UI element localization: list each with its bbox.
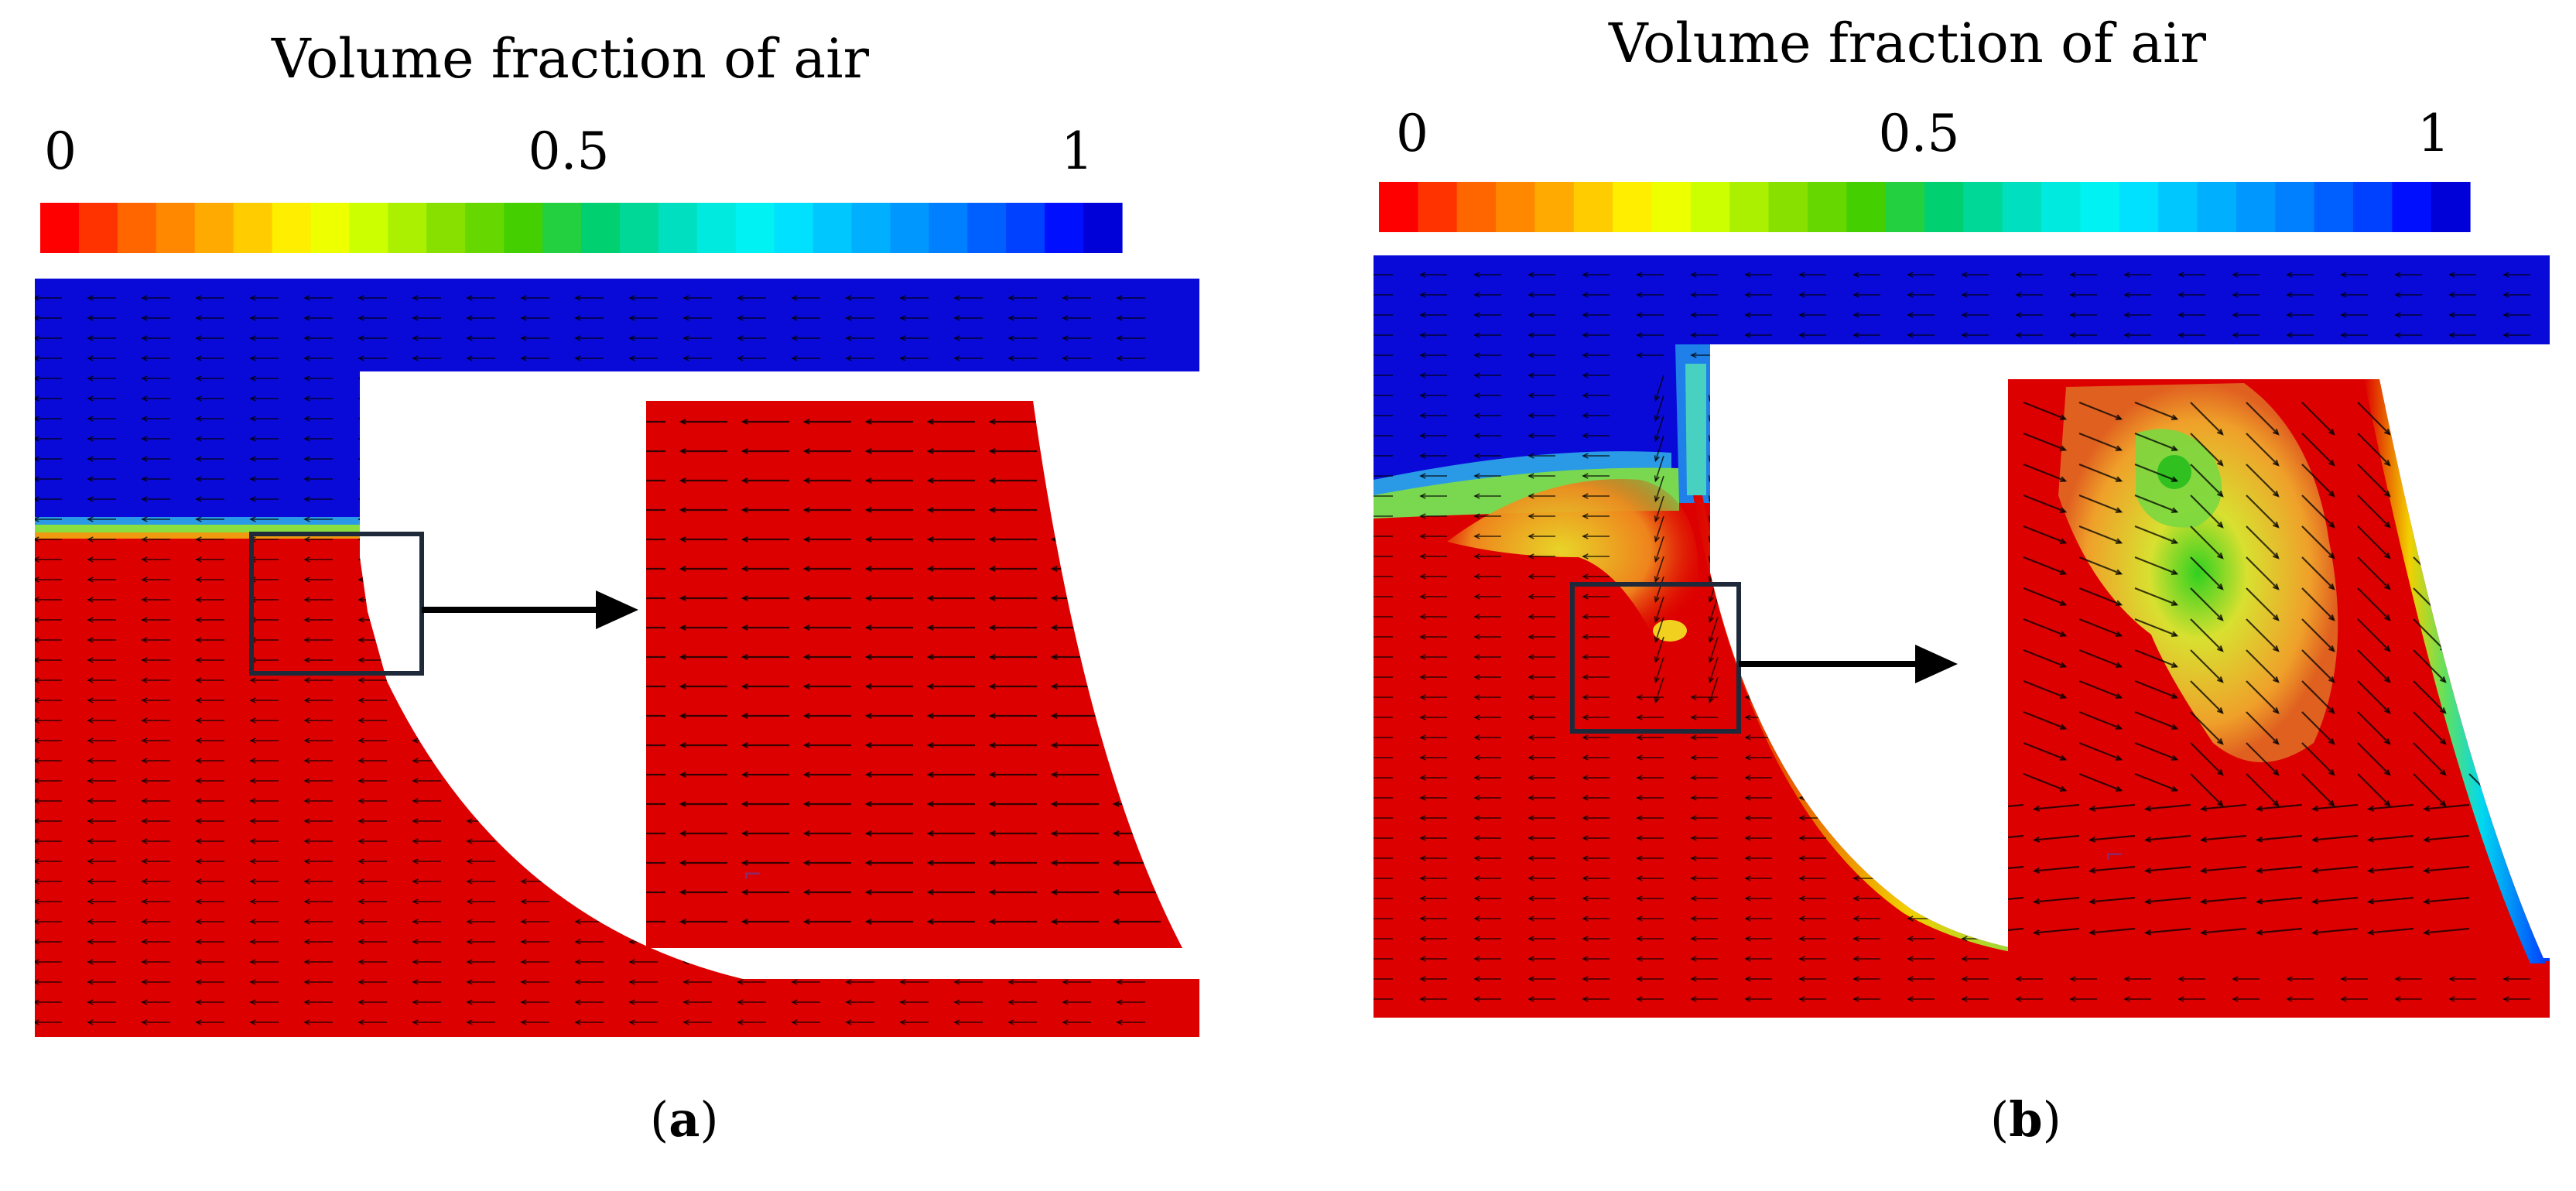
colorbar-segment (2041, 182, 2082, 232)
colorbar-segment (542, 203, 582, 253)
colorbar-segment (1768, 182, 1808, 232)
axis-triad-icon: ⌐ (743, 861, 762, 888)
colorbar-segment (619, 203, 659, 253)
colorbar-title: Volume fraction of air (271, 27, 870, 91)
colorbar-segment (349, 203, 388, 253)
zoom-region-box (1570, 582, 1741, 734)
colorbar-segment (310, 203, 351, 253)
colorbar-segment (1083, 203, 1123, 253)
colorbar-segment (735, 203, 775, 253)
colorbar-segment (581, 203, 621, 253)
colorbar-segment (696, 203, 737, 253)
colorbar-segment (1379, 182, 1418, 232)
colorbar-tick-min: 0 (1396, 104, 1428, 163)
colorbar-segment (2002, 182, 2042, 232)
colorbar-segment (2431, 182, 2471, 232)
colorbar (40, 203, 1123, 253)
colorbar-segment (2236, 182, 2276, 232)
colorbar-segment (1418, 182, 1458, 232)
zoom-inset: ⌐ (2008, 379, 2546, 963)
colorbar-segment (2275, 182, 2315, 232)
colorbar-segment (1573, 182, 1613, 232)
colorbar-segment (388, 203, 427, 253)
colorbar-segment (1651, 182, 1692, 232)
colorbar-segment (812, 203, 853, 253)
colorbar-segment (658, 203, 698, 253)
colorbar-segment (890, 203, 929, 253)
axis-triad-icon: ⌐ (2105, 842, 2124, 869)
colorbar-segment (233, 203, 273, 253)
zoom-region-box (249, 532, 424, 676)
colorbar-segment (117, 203, 157, 253)
colorbar-segment (1807, 182, 1847, 232)
colorbar-tick-mid: 0.5 (529, 121, 610, 181)
inset-velocity-vectors (646, 418, 1161, 926)
colorbar-segment (272, 203, 312, 253)
colorbar-segment (465, 203, 505, 253)
panel-b: Volume fraction of air 0 0.5 1 (1374, 12, 2550, 1018)
colorbar-segment (2197, 182, 2237, 232)
colorbar-title: Volume fraction of air (1608, 12, 2207, 75)
colorbar-segment (774, 203, 814, 253)
colorbar-segment (504, 203, 543, 253)
zoom-pointer-arrowhead (1915, 645, 1958, 683)
colorbar-tick-max: 1 (2417, 104, 2450, 163)
colorbar-segment (426, 203, 466, 253)
colorbar-segment (2158, 182, 2198, 232)
colorbar-segment (1729, 182, 1770, 232)
colorbar-segment (1846, 182, 1887, 232)
colorbar-segment (1456, 182, 1497, 232)
colorbar-segment (40, 203, 80, 253)
colorbar-segment (78, 203, 118, 253)
colorbar-segment (851, 203, 891, 253)
colorbar-tick-min: 0 (44, 121, 77, 181)
colorbar-segment (1924, 182, 1964, 232)
colorbar-segment (1690, 182, 1730, 232)
colorbar-segment (1496, 182, 1536, 232)
colorbar-segment (2080, 182, 2120, 232)
colorbar-segment (2352, 182, 2393, 232)
colorbar-segment (2392, 182, 2432, 232)
caption-a: (a) (650, 1091, 719, 1148)
colorbar-tick-max: 1 (1061, 121, 1093, 181)
colorbar-segment (1534, 182, 1575, 232)
colorbar-segment (967, 203, 1007, 253)
colorbar-segment (2314, 182, 2354, 232)
colorbar-segment (1045, 203, 1084, 253)
zoom-inset: ⌐ (646, 401, 1182, 948)
colorbar-segment (1963, 182, 2003, 232)
panel-a: Volume fraction of air 0 0.5 1 ⌐ (35, 27, 1199, 1037)
colorbar-segment (1006, 203, 1045, 253)
colorbar-segment (2119, 182, 2159, 232)
inset-velocity-vectors (2008, 401, 2502, 936)
colorbar-segment (1613, 182, 1653, 232)
colorbar-tick-mid: 0.5 (1879, 104, 1960, 163)
colorbar (1379, 182, 2471, 232)
colorbar-segment (194, 203, 234, 253)
colorbar-segment (1885, 182, 1925, 232)
caption-b: (b) (1990, 1091, 2061, 1148)
colorbar-segment (929, 203, 968, 253)
colorbar-segment (156, 203, 196, 253)
